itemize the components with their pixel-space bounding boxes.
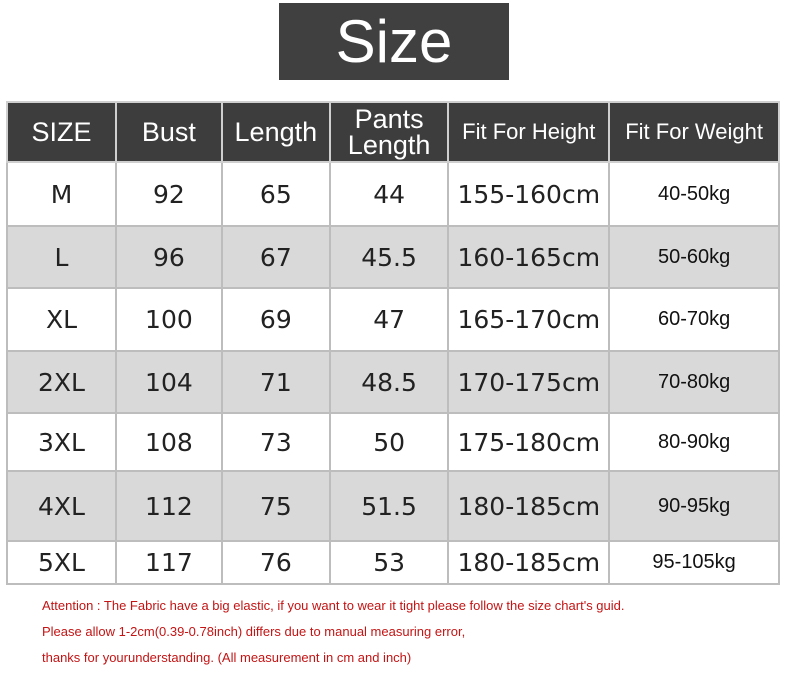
table-cell: 48.5 [328, 350, 450, 414]
table-cell: 4XL [6, 470, 117, 542]
table-cell: 92 [114, 161, 223, 227]
table-cell: 155-160cm [447, 161, 611, 227]
notes: Attention : The Fabric have a big elasti… [42, 598, 625, 676]
table-cell: 50 [328, 412, 450, 472]
column-header: SIZE [6, 101, 117, 163]
table-cell: XL [6, 287, 117, 352]
table-cell: 69 [220, 287, 331, 352]
table-cell: 67 [220, 225, 331, 289]
table-cell: 170-175cm [447, 350, 611, 414]
page-title: Size [279, 3, 509, 80]
table-cell: 104 [114, 350, 223, 414]
note-attention: Attention : The Fabric have a big elasti… [42, 598, 625, 613]
table-cell: 180-185cm [447, 470, 611, 542]
table-cell: L [6, 225, 117, 289]
table-cell: 2XL [6, 350, 117, 414]
table-row: 3XL 108 73 50 175-180cm 80-90kg [6, 412, 780, 472]
table-cell: 112 [114, 470, 223, 542]
table-cell: 50-60kg [608, 225, 780, 289]
table-cell: 45.5 [328, 225, 450, 289]
table-cell: 53 [328, 540, 450, 585]
table-cell: 160-165cm [447, 225, 611, 289]
column-header: Pants Length [328, 101, 450, 163]
table-cell: 175-180cm [447, 412, 611, 472]
table-cell: 51.5 [328, 470, 450, 542]
table-cell: 75 [220, 470, 331, 542]
table-cell: 96 [114, 225, 223, 289]
column-header: Bust [114, 101, 223, 163]
table-row: 4XL 112 75 51.5 180-185cm 90-95kg [6, 470, 780, 542]
table-cell: M [6, 161, 117, 227]
note-thanks: thanks for yourunderstanding. (All measu… [42, 650, 412, 665]
table-cell: 3XL [6, 412, 117, 472]
table-row: L 96 67 45.5 160-165cm 50-60kg [6, 225, 780, 289]
table-cell: 5XL [6, 540, 117, 585]
table-cell: 100 [114, 287, 223, 352]
table-cell: 76 [220, 540, 331, 585]
table-cell: 165-170cm [447, 287, 611, 352]
note-measuring: Please allow 1-2cm(0.39-0.78inch) differ… [42, 624, 466, 639]
header-row: SIZE Bust Length Pants Length Fit For Height… [6, 101, 780, 163]
table-cell: 71 [220, 350, 331, 414]
table-cell: 80-90kg [608, 412, 780, 472]
table-cell: 117 [114, 540, 223, 585]
table-cell: 70-80kg [608, 350, 780, 414]
table-cell: 95-105kg [608, 540, 780, 585]
column-header: Fit For Weight [608, 101, 780, 163]
table-row: 2XL 104 71 48.5 170-175cm 70-80kg [6, 350, 780, 414]
table-row: 5XL 117 76 53 180-185cm 95-105kg [6, 540, 780, 585]
table-cell: 90-95kg [608, 470, 780, 542]
column-header: Length [220, 101, 331, 163]
table-cell: 60-70kg [608, 287, 780, 352]
table-cell: 108 [114, 412, 223, 472]
table-cell: 180-185cm [447, 540, 611, 585]
table-cell: 73 [220, 412, 331, 472]
size-table: SIZE Bust Length Pants Length Fit For Height… [6, 101, 780, 585]
table-cell: 47 [328, 287, 450, 352]
table-row: M 92 65 44 155-160cm 40-50kg [6, 161, 780, 227]
table-row: XL 100 69 47 165-170cm 60-70kg [6, 287, 780, 352]
table-cell: 44 [328, 161, 450, 227]
column-header: Fit For Height [447, 101, 611, 163]
table-cell: 40-50kg [608, 161, 780, 227]
table-cell: 65 [220, 161, 331, 227]
